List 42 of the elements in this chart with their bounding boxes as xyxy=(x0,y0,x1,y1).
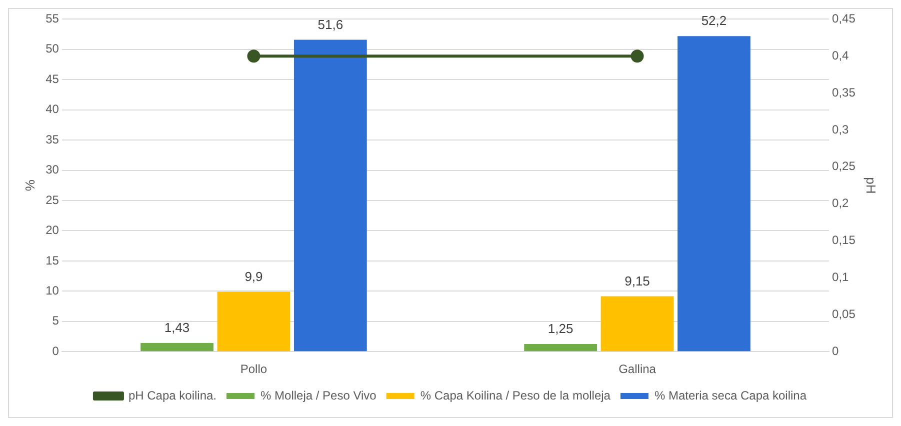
y-tick-label: 10 xyxy=(46,283,60,298)
x-tick-label: Pollo xyxy=(240,362,268,376)
legend-label: % Capa Koilina / Peso de la molleja xyxy=(420,388,611,402)
data-label: 52,2 xyxy=(701,13,727,28)
y-tick-label: 30 xyxy=(46,162,60,177)
bar xyxy=(294,40,367,352)
legend-label: % Materia seca Capa koilina xyxy=(654,388,807,402)
y-tick-label: 0 xyxy=(52,344,60,358)
data-label: 1,25 xyxy=(548,321,574,336)
y-axis-title: % xyxy=(22,179,38,192)
y2-axis-title: pH xyxy=(864,177,879,194)
bar xyxy=(600,296,674,352)
y-tick-label: 15 xyxy=(46,253,60,268)
y-tick-label: 50 xyxy=(46,42,60,56)
bar xyxy=(678,36,750,352)
y2-tick-label: 0,3 xyxy=(832,122,850,136)
data-label: 9,15 xyxy=(624,273,650,288)
data-label: 51,6 xyxy=(318,16,344,32)
y2-tick-label: 0,25 xyxy=(832,159,856,174)
legend-label: % Molleja / Peso Vivo xyxy=(260,388,377,402)
y2-tick-label: 0,45 xyxy=(832,12,856,26)
y2-tick-label: 0,1 xyxy=(832,270,850,284)
data-label: 1,43 xyxy=(164,320,190,336)
data-label: 9,9 xyxy=(244,268,263,284)
y2-tick-label: 0,4 xyxy=(832,48,850,62)
y2-tick-label: 0 xyxy=(832,344,840,358)
bar xyxy=(140,342,214,352)
x-tick-label: Gallina xyxy=(618,362,656,376)
bar xyxy=(524,344,597,352)
bar xyxy=(217,292,290,352)
y2-tick-label: 0,05 xyxy=(832,306,856,321)
y-tick-label: 5 xyxy=(52,314,60,328)
y-tick-label: 35 xyxy=(46,132,60,146)
y2-tick-label: 0,35 xyxy=(832,85,856,100)
y-tick-label: 45 xyxy=(46,72,60,86)
y-tick-label: 20 xyxy=(46,223,60,238)
y-tick-label: 25 xyxy=(46,192,60,207)
y-tick-label: 40 xyxy=(46,102,60,116)
legend-label: pH Capa koilina. xyxy=(128,388,217,402)
y2-tick-label: 0,15 xyxy=(832,233,856,248)
y-tick-label: 55 xyxy=(46,12,60,26)
y2-tick-label: 0,2 xyxy=(832,196,850,210)
